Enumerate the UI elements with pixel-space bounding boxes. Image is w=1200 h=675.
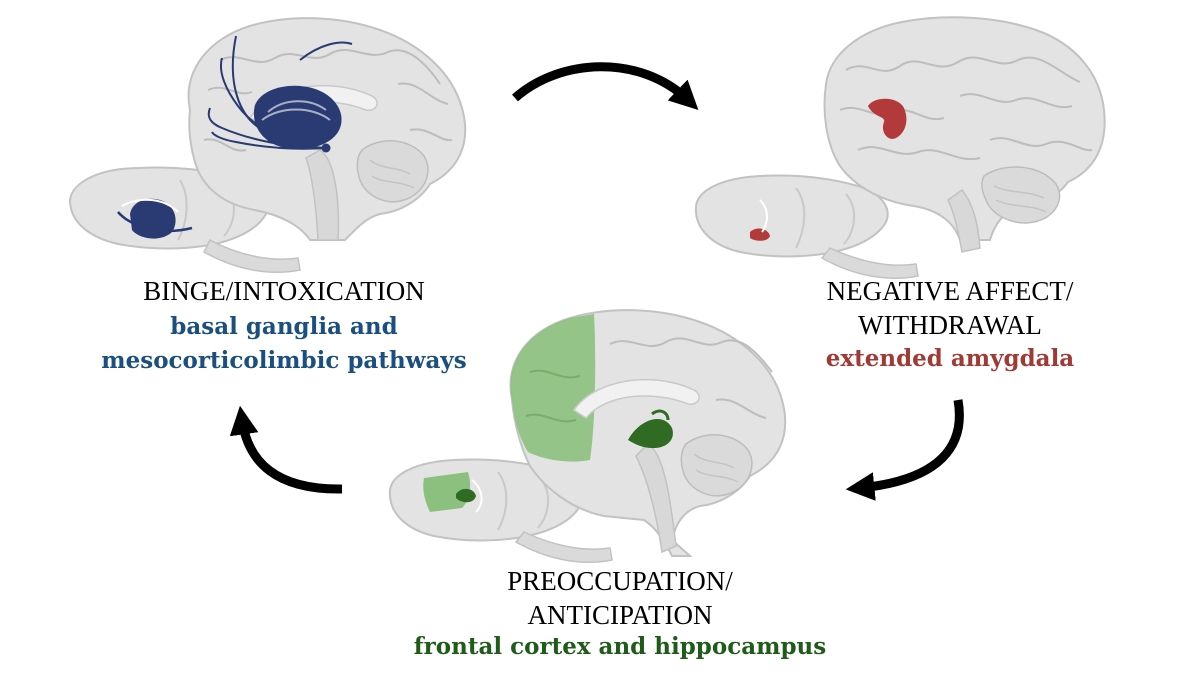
anticipation-title: PREOCCUPATION/ ANTICIPATION [380,564,860,632]
binge-rodent-striatum [130,198,176,239]
binge-mesocorticolimbic-pathways [207,35,353,150]
withdrawal-title: NEGATIVE AFFECT/ WITHDRAWAL [770,274,1130,342]
arrow-withdrawal-to-anticipation [845,399,964,501]
withdrawal-subtitle-line-1: extended amygdala [825,345,1075,372]
withdrawal-rodent-brain [694,174,919,279]
arrow-anticipation-to-binge [229,405,343,494]
withdrawal-rodent-amygdala [750,228,770,241]
anticipation-subtitle: frontal cortex and hippocampus [380,630,860,664]
arrow-binge-to-withdrawal [512,62,699,110]
anticipation-frontal-cortex [510,314,596,462]
binge-subtitle-line-2: mesocorticolimbic pathways [101,347,467,374]
anticipation-human-brain [509,309,787,557]
withdrawal-brain-illustration [694,16,1106,279]
binge-title: BINGE/INTOXICATION [74,274,494,308]
binge-human-brain [187,17,467,241]
withdrawal-title-line-2: WITHDRAWAL [858,310,1042,340]
binge-brain-illustration [68,17,467,273]
anticipation-title-line-1: PREOCCUPATION/ [507,566,733,596]
binge-subtitle-line-1: basal ganglia and [170,313,398,340]
anticipation-rodent-brain [388,458,613,563]
binge-title-line-1: BINGE/INTOXICATION [143,276,425,306]
binge-basal-ganglia [253,85,342,150]
anticipation-title-line-2: ANTICIPATION [527,600,713,630]
binge-subtitle: basal ganglia and mesocorticolimbic path… [74,310,494,378]
withdrawal-extended-amygdala [868,98,907,139]
withdrawal-title-line-1: NEGATIVE AFFECT/ [826,276,1074,306]
anticipation-subtitle-line-1: frontal cortex and hippocampus [413,633,827,660]
withdrawal-subtitle: extended amygdala [770,342,1130,376]
anticipation-rodent-frontal-cortex [423,472,470,512]
anticipation-rodent-hippocampus [456,488,476,503]
anticipation-brain-illustration [388,309,787,563]
anticipation-hippocampus [628,418,673,448]
withdrawal-human-brain [823,16,1106,253]
